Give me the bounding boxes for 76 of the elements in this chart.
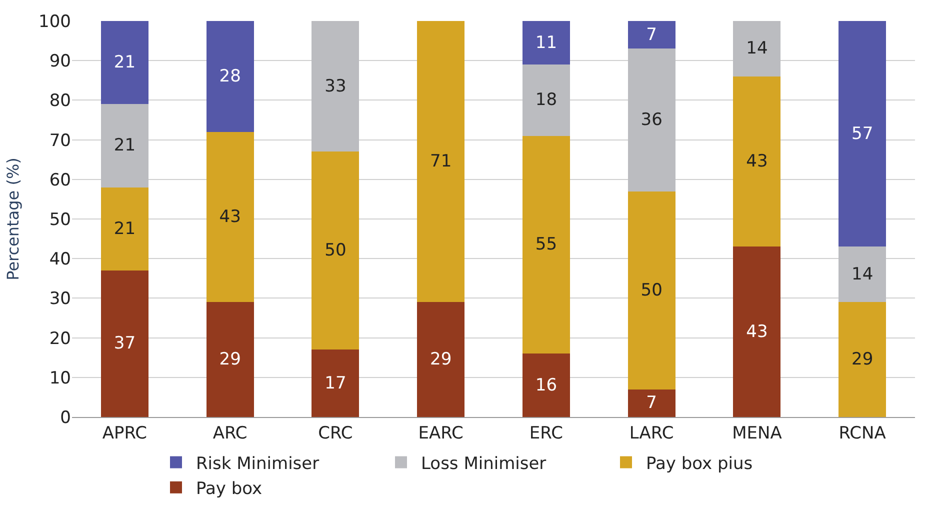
bar	[628, 21, 676, 49]
bar	[100, 187, 148, 270]
bar	[838, 21, 886, 247]
data-label: 71	[430, 152, 452, 172]
y-tick-label: 60	[49, 170, 71, 190]
data-label: 50	[324, 240, 346, 261]
data-label: 11	[535, 32, 558, 53]
x-tick-label: EARC	[418, 423, 464, 444]
bar	[417, 21, 465, 302]
data-label: 28	[219, 66, 241, 86]
y-tick-label: 50	[49, 210, 71, 230]
bar	[522, 64, 570, 136]
legend-label: Loss Minimiser	[421, 454, 546, 474]
data-label: 43	[746, 152, 768, 172]
bar	[838, 302, 886, 417]
x-tick-label: ERC	[529, 423, 563, 444]
data-label: 29	[219, 350, 241, 370]
data-label: 7	[646, 24, 657, 45]
bar	[522, 21, 570, 65]
data-label: 37	[114, 334, 136, 354]
bar	[206, 21, 254, 132]
y-tick-label: 80	[49, 91, 71, 112]
data-label: 43	[746, 322, 768, 342]
y-tick-label: 100	[38, 12, 71, 32]
data-label: 14	[746, 38, 768, 59]
data-label: 43	[219, 207, 241, 228]
data-label: 7	[646, 393, 657, 414]
data-label: 33	[324, 76, 346, 96]
y-axis-title: Percentage (%)	[3, 158, 22, 280]
bar	[417, 302, 465, 417]
bar	[312, 152, 360, 350]
bar	[628, 389, 676, 417]
x-tick-label: APRC	[102, 423, 148, 444]
bar	[733, 76, 781, 247]
data-label: 57	[851, 124, 874, 144]
x-tick-label: MENA	[732, 423, 782, 444]
bar	[206, 302, 254, 417]
y-tick-label: 20	[49, 328, 71, 349]
bar	[522, 354, 570, 417]
data-label: 21	[114, 52, 136, 73]
bar	[206, 132, 254, 302]
bar	[733, 246, 781, 417]
y-tick-label: 90	[49, 52, 71, 72]
data-label: 36	[640, 110, 662, 130]
bar	[312, 350, 360, 417]
data-label: 14	[851, 264, 874, 284]
x-tick-label: RCNA	[838, 423, 886, 444]
bar	[100, 21, 148, 104]
bar	[628, 48, 676, 192]
legend-label: Risk Minimiser	[196, 454, 320, 474]
data-label: 29	[851, 350, 874, 370]
y-tick-label: 10	[49, 368, 71, 388]
data-label: 29	[430, 350, 452, 370]
y-tick-label: 30	[49, 289, 71, 310]
data-label: 18	[535, 90, 558, 110]
bar	[838, 246, 886, 302]
y-tick-label: 70	[49, 130, 71, 151]
data-label: 55	[535, 234, 558, 255]
legend-label: Pay box pius	[646, 454, 753, 474]
bar	[100, 270, 148, 417]
bar	[628, 191, 676, 390]
x-tick-label: LARC	[629, 423, 674, 444]
data-label: 50	[640, 280, 662, 300]
legend-label: Pay box	[196, 479, 262, 499]
data-label: 21	[114, 136, 136, 156]
data-label: 17	[324, 373, 346, 394]
y-tick-label: 0	[60, 408, 71, 428]
bar	[522, 136, 570, 354]
bar	[312, 21, 360, 152]
bar	[733, 21, 781, 76]
data-label: 16	[535, 375, 558, 396]
x-tick-label: CRC	[318, 423, 353, 444]
data-label: 21	[114, 218, 136, 239]
y-tick-label: 40	[49, 250, 71, 270]
bar	[100, 104, 148, 188]
x-tick-label: ARC	[212, 423, 248, 444]
